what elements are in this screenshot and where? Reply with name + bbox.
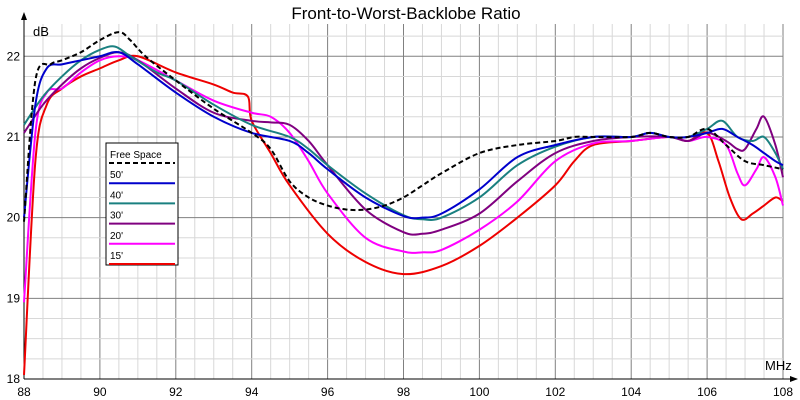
series-line-20- xyxy=(23,55,784,303)
y-tick-label: 22 xyxy=(7,49,21,63)
x-tick-label: 90 xyxy=(93,385,107,399)
series-line-15- xyxy=(23,54,784,376)
y-tick-label: 19 xyxy=(7,291,21,305)
series-line-50- xyxy=(23,50,784,220)
x-axis-label: MHz xyxy=(765,358,792,373)
x-tick-labels: 88 90 92 94 96 98 100 102 104 106 108 xyxy=(17,385,793,399)
legend-label: Free Space xyxy=(110,150,162,161)
x-tick-label: 98 xyxy=(397,385,411,399)
chart-title: Front-to-Worst-Backlobe Ratio xyxy=(291,4,520,23)
y-tick-label: 20 xyxy=(7,211,21,225)
x-tick-label: 102 xyxy=(545,385,565,399)
grid xyxy=(23,24,784,380)
y-tick-labels: 18 19 20 21 22 xyxy=(7,49,21,386)
x-tick-label: 106 xyxy=(697,385,717,399)
series-lines xyxy=(23,31,784,376)
legend: Free Space 50' 40' 30' 20' 15' xyxy=(105,142,179,266)
legend-label: 15' xyxy=(110,251,123,262)
x-tick-label: 108 xyxy=(773,385,793,399)
series-line-40- xyxy=(23,45,784,221)
series-line-free-space xyxy=(23,31,784,222)
series-line-30- xyxy=(23,51,784,236)
legend-label: 50' xyxy=(110,170,123,181)
legend-label: 40' xyxy=(110,190,123,201)
x-tick-label: 92 xyxy=(169,385,183,399)
x-tick-label: 96 xyxy=(321,385,335,399)
y-tick-label: 21 xyxy=(7,130,21,144)
legend-label: 30' xyxy=(110,211,123,222)
axes xyxy=(21,12,798,382)
x-tick-label: 100 xyxy=(469,385,489,399)
y-axis-label: dB xyxy=(33,24,49,39)
x-tick-label: 88 xyxy=(17,385,31,399)
x-tick-label: 104 xyxy=(621,385,641,399)
x-tick-label: 94 xyxy=(245,385,259,399)
x-axis-arrow xyxy=(790,376,798,382)
y-tick-label: 18 xyxy=(7,372,21,386)
y-axis-arrow xyxy=(21,12,27,20)
legend-label: 20' xyxy=(110,231,123,242)
